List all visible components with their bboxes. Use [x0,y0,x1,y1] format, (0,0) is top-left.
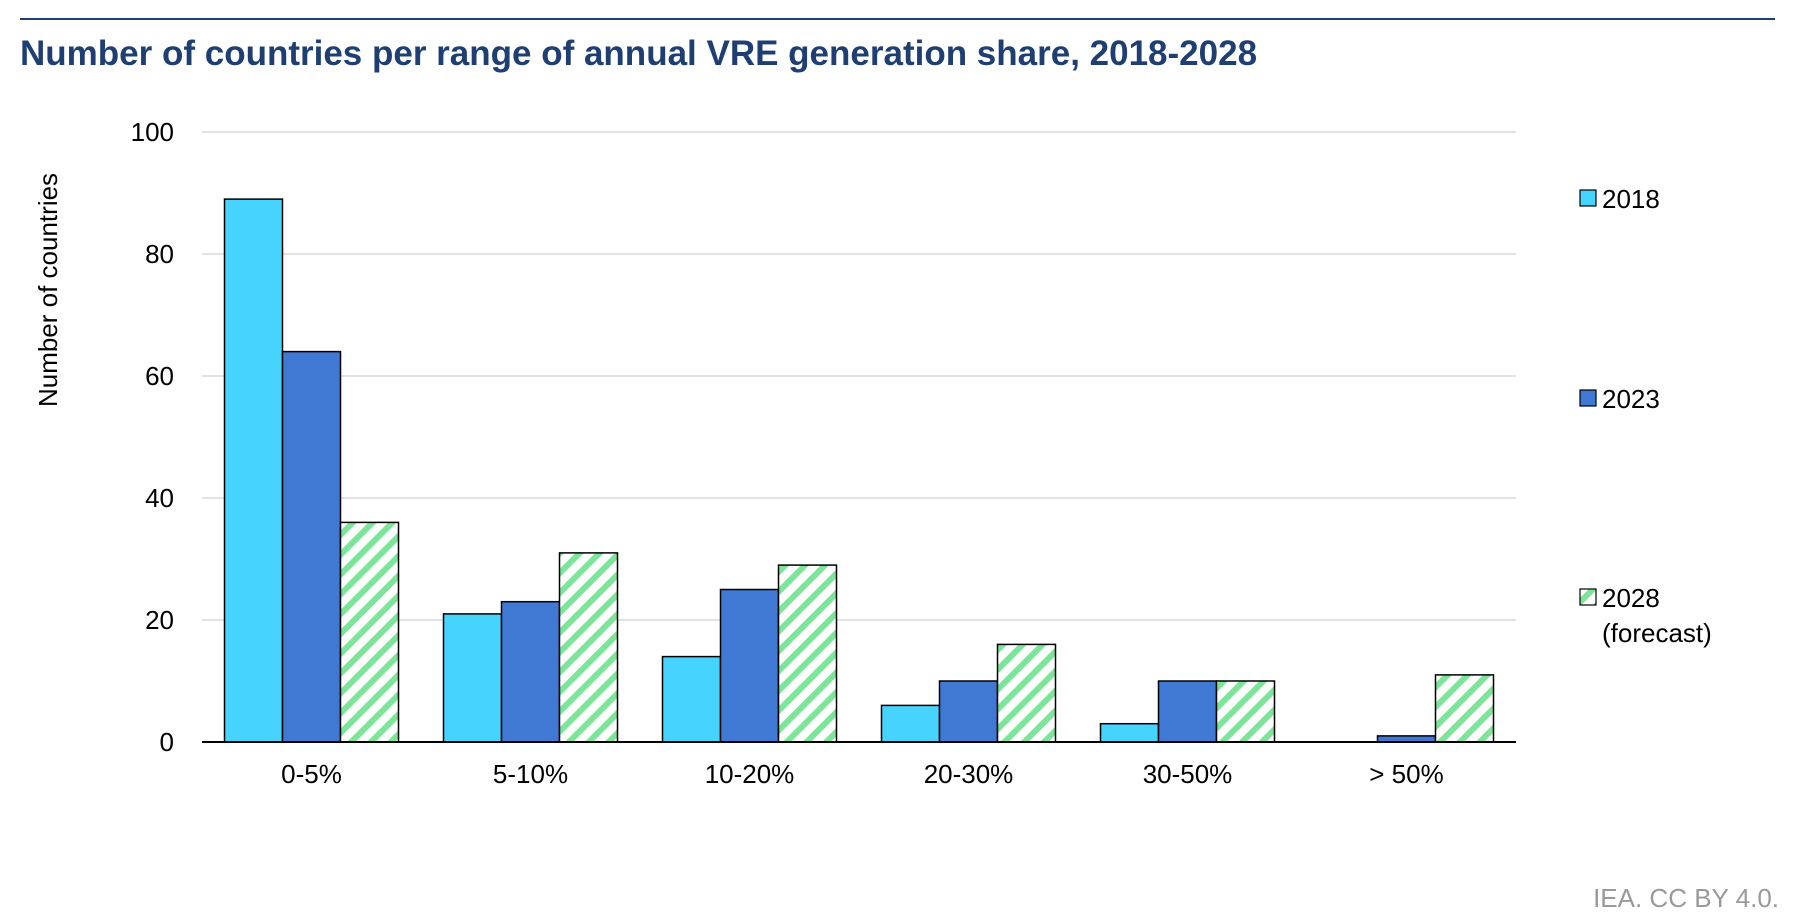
legend-label: 2023 [1602,384,1660,414]
y-axis-label: Number of countries [33,173,63,407]
chart-title: Number of countries per range of annual … [20,34,1258,73]
x-tick-label: 10-20% [705,759,795,789]
y-tick-label: 100 [131,117,174,147]
bar-2023-4 [1157,680,1218,743]
bar-2018-0 [223,198,284,743]
bar-2028-3 [996,643,1057,743]
bar-2018-1 [442,613,503,743]
legend-swatch [1579,389,1597,407]
legend-swatch [1579,189,1597,207]
x-tick-label: 30-50% [1143,759,1233,789]
bar-2018-3 [880,704,941,743]
legend-label: (forecast) [1602,618,1712,648]
x-tick-label: 5-10% [493,759,568,789]
bar-chart: 0 20 40 60 80 100 0-5% 5-10% 10-20% 20-30% 30-50%… [33,117,1712,789]
y-axis-ticks: 0 20 40 60 80 100 [131,117,174,757]
legend-label: 2028 [1602,583,1660,613]
gridlines [202,131,1516,621]
y-tick-label: 40 [145,483,174,513]
bars [223,198,1495,743]
legend: 2018 2023 2028 (forecast) [1579,184,1712,648]
y-tick-label: 60 [145,361,174,391]
bar-2023-2 [719,588,780,743]
bar-2028-4 [1215,680,1276,743]
bar-2018-2 [661,655,722,743]
bar-2028-5 [1434,674,1495,743]
x-tick-label: 20-30% [924,759,1014,789]
bar-2023-1 [500,600,561,743]
x-tick-label: 0-5% [281,759,342,789]
y-tick-label: 80 [145,239,174,269]
bar-2018-4 [1099,722,1160,743]
top-rule [20,18,1775,20]
legend-label: 2018 [1602,184,1660,214]
source-credit: IEA. CC BY 4.0. [1593,883,1779,913]
legend-swatch [1579,588,1597,606]
y-tick-label: 20 [145,605,174,635]
bar-2023-3 [938,680,999,743]
y-tick-label: 0 [160,727,174,757]
bar-2028-2 [777,564,838,743]
x-tick-label: > 50% [1369,759,1443,789]
x-axis-ticks: 0-5% 5-10% 10-20% 20-30% 30-50% > 50% [281,759,1444,789]
bar-2023-0 [281,350,342,743]
bar-2028-1 [558,552,619,743]
bar-2028-0 [339,521,400,743]
